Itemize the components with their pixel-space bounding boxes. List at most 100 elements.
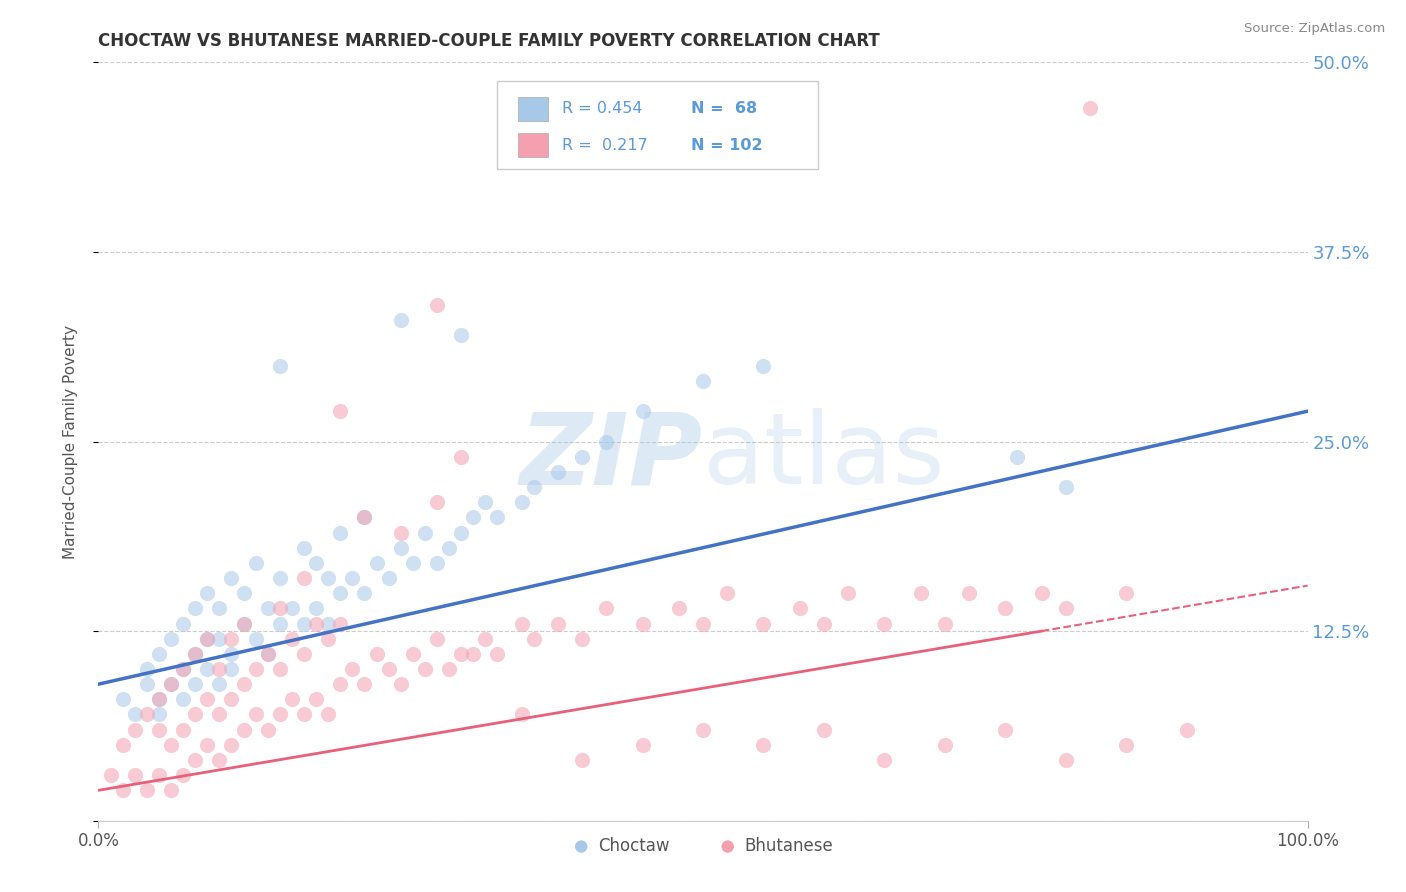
Point [692, 616, 714, 631]
Point [873, 616, 896, 631]
Point [523, 480, 546, 494]
Point [100, 768, 122, 782]
Point [269, 601, 291, 615]
Point [111, 738, 134, 752]
Point [957, 586, 980, 600]
Point [389, 525, 412, 540]
Point [752, 359, 775, 373]
Point [353, 586, 375, 600]
Point [342, 571, 364, 585]
Point [305, 616, 328, 631]
Point [172, 768, 194, 782]
Point [463, 510, 485, 524]
Point [245, 707, 267, 722]
Point [631, 616, 654, 631]
Point [631, 738, 654, 752]
Point [402, 647, 425, 661]
Point [1007, 450, 1029, 464]
Point [256, 647, 278, 661]
Point [789, 601, 811, 615]
Point [595, 434, 617, 449]
Point [221, 662, 243, 676]
Point [195, 632, 218, 646]
Point [160, 632, 183, 646]
Point [221, 692, 243, 706]
Text: atlas: atlas [703, 409, 945, 505]
Point [305, 556, 328, 570]
Point [1175, 723, 1198, 737]
Point [269, 359, 291, 373]
Point [450, 450, 472, 464]
Point [426, 298, 449, 312]
FancyBboxPatch shape [498, 81, 818, 169]
Point [256, 601, 278, 615]
Point [463, 647, 485, 661]
Point [1115, 738, 1137, 752]
Point [342, 662, 364, 676]
Point [329, 525, 352, 540]
Point [269, 662, 291, 676]
Point [595, 601, 617, 615]
Point [195, 692, 218, 706]
Text: CHOCTAW VS BHUTANESE MARRIED-COUPLE FAMILY POVERTY CORRELATION CHART: CHOCTAW VS BHUTANESE MARRIED-COUPLE FAMI… [98, 32, 880, 50]
Point [148, 723, 170, 737]
Point [124, 768, 146, 782]
Point [474, 495, 496, 509]
Point [281, 601, 304, 615]
Point [316, 571, 339, 585]
Point [292, 541, 315, 555]
Point [160, 677, 183, 691]
Point [208, 753, 231, 767]
Point [124, 723, 146, 737]
Point [547, 616, 569, 631]
Point [873, 753, 896, 767]
Point [366, 647, 388, 661]
Point [316, 632, 339, 646]
Point [450, 647, 472, 661]
Point [195, 586, 218, 600]
Point [221, 571, 243, 585]
Point [111, 783, 134, 797]
Point [571, 450, 593, 464]
Point [292, 647, 315, 661]
Point [232, 677, 254, 691]
Point [910, 586, 932, 600]
Point [148, 707, 170, 722]
Point [692, 374, 714, 388]
Point [135, 677, 157, 691]
Point [1031, 586, 1053, 600]
Point [208, 707, 231, 722]
Point [256, 647, 278, 661]
Point [135, 662, 157, 676]
Text: N = 102: N = 102 [690, 137, 762, 153]
Point [195, 632, 218, 646]
Point [813, 616, 835, 631]
Point [510, 707, 533, 722]
Point [426, 632, 449, 646]
Point [184, 647, 207, 661]
Point [813, 723, 835, 737]
Point [571, 632, 593, 646]
Point [1054, 601, 1077, 615]
Point [752, 616, 775, 631]
Point [329, 677, 352, 691]
Point [281, 692, 304, 706]
Point [437, 541, 460, 555]
Point [994, 601, 1017, 615]
Point [523, 632, 546, 646]
Point [413, 525, 436, 540]
Point [148, 768, 170, 782]
Point [160, 677, 183, 691]
Point [172, 723, 194, 737]
Point [377, 662, 399, 676]
Point [305, 601, 328, 615]
Point [195, 738, 218, 752]
Point [184, 601, 207, 615]
Point [135, 783, 157, 797]
Point [474, 632, 496, 646]
Point [232, 616, 254, 631]
Point [1115, 586, 1137, 600]
Point [353, 510, 375, 524]
Point [172, 692, 194, 706]
Point [752, 738, 775, 752]
